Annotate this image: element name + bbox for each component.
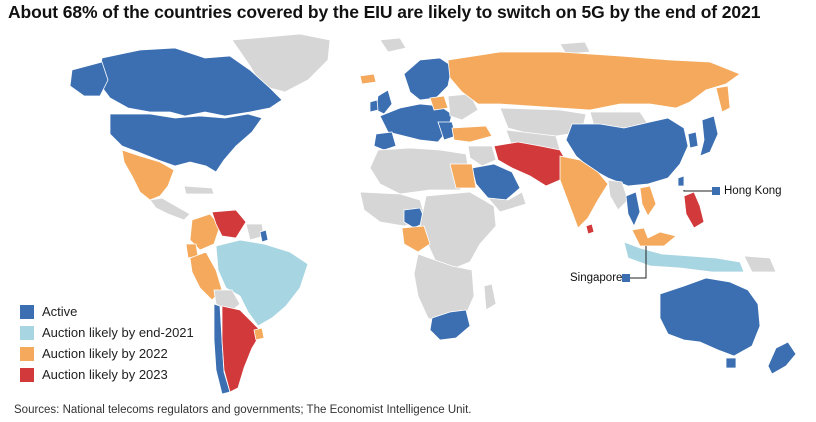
region-japan (699, 115, 719, 157)
legend-item-2022: Auction likely by 2022 (20, 343, 194, 364)
legend-item-end-2021: Auction likely by end-2021 (20, 322, 194, 343)
region-korea (687, 131, 699, 149)
legend-label: Auction likely by end-2021 (42, 325, 194, 340)
region-iberia (373, 131, 397, 151)
region-egypt (449, 163, 477, 189)
region-bolivia (213, 289, 241, 313)
region-uk (375, 89, 393, 115)
region-iraq-syria (467, 145, 497, 167)
region-india (559, 155, 609, 229)
region-north-africa (369, 147, 471, 195)
region-poland (429, 95, 449, 111)
region-central-africa (401, 225, 431, 253)
region-myanmar (607, 179, 629, 211)
hong-kong-leader (683, 190, 712, 192)
region-canada (97, 47, 283, 117)
region-uruguay (253, 327, 265, 341)
region-ireland (369, 99, 379, 113)
region-indonesia (623, 241, 745, 273)
legend-label: Active (42, 304, 78, 319)
region-scandinavia (403, 57, 453, 101)
region-malaysia (631, 227, 677, 247)
hong-kong-label: Hong Kong (724, 185, 782, 197)
region-south-africa (429, 309, 471, 341)
region-png (743, 255, 777, 273)
region-usa (109, 113, 263, 173)
legend-swatch (20, 304, 34, 319)
region-taiwan (677, 175, 685, 187)
region-mexico (121, 149, 175, 201)
region-argentina (221, 305, 263, 393)
region-east-africa (419, 191, 497, 271)
region-sri-lanka (585, 223, 595, 235)
region-philippines (683, 191, 705, 229)
region-tasmania (725, 357, 737, 369)
region-kamchatka (715, 85, 731, 113)
hong-kong-marker (712, 187, 720, 195)
legend: Active Auction likely by end-2021 Auctio… (20, 301, 194, 385)
region-venezuela (211, 209, 247, 239)
legend-item-2023: Auction likely by 2023 (20, 364, 194, 385)
singapore-leader (628, 246, 647, 279)
region-french-guiana (259, 229, 269, 243)
legend-swatch (20, 367, 34, 382)
legend-swatch (20, 346, 34, 361)
region-thailand (625, 191, 641, 227)
region-saudi-arabia (471, 163, 521, 201)
region-russia (447, 51, 741, 111)
region-colombia (189, 213, 221, 251)
region-turkey (451, 125, 493, 143)
legend-item-active: Active (20, 301, 194, 322)
legend-label: Auction likely by 2023 (42, 367, 168, 382)
region-iceland (359, 73, 377, 85)
map-title: About 68% of the countries covered by th… (8, 2, 761, 22)
region-vietnam (639, 185, 657, 217)
region-caribbean (183, 185, 215, 195)
region-central-america (149, 197, 191, 221)
region-alaska (69, 61, 109, 97)
legend-label: Auction likely by 2022 (42, 346, 168, 361)
region-australia (659, 277, 761, 357)
legend-swatch (20, 325, 34, 340)
region-madagascar (483, 283, 497, 311)
source-note: Sources: National telecoms regulators an… (14, 404, 472, 416)
region-new-zealand (767, 341, 797, 375)
region-yemen-oman (487, 191, 527, 213)
singapore-label: Singapore (570, 272, 623, 284)
singapore-marker (622, 274, 630, 282)
region-greenland (231, 33, 331, 93)
region-brazil (215, 239, 309, 327)
